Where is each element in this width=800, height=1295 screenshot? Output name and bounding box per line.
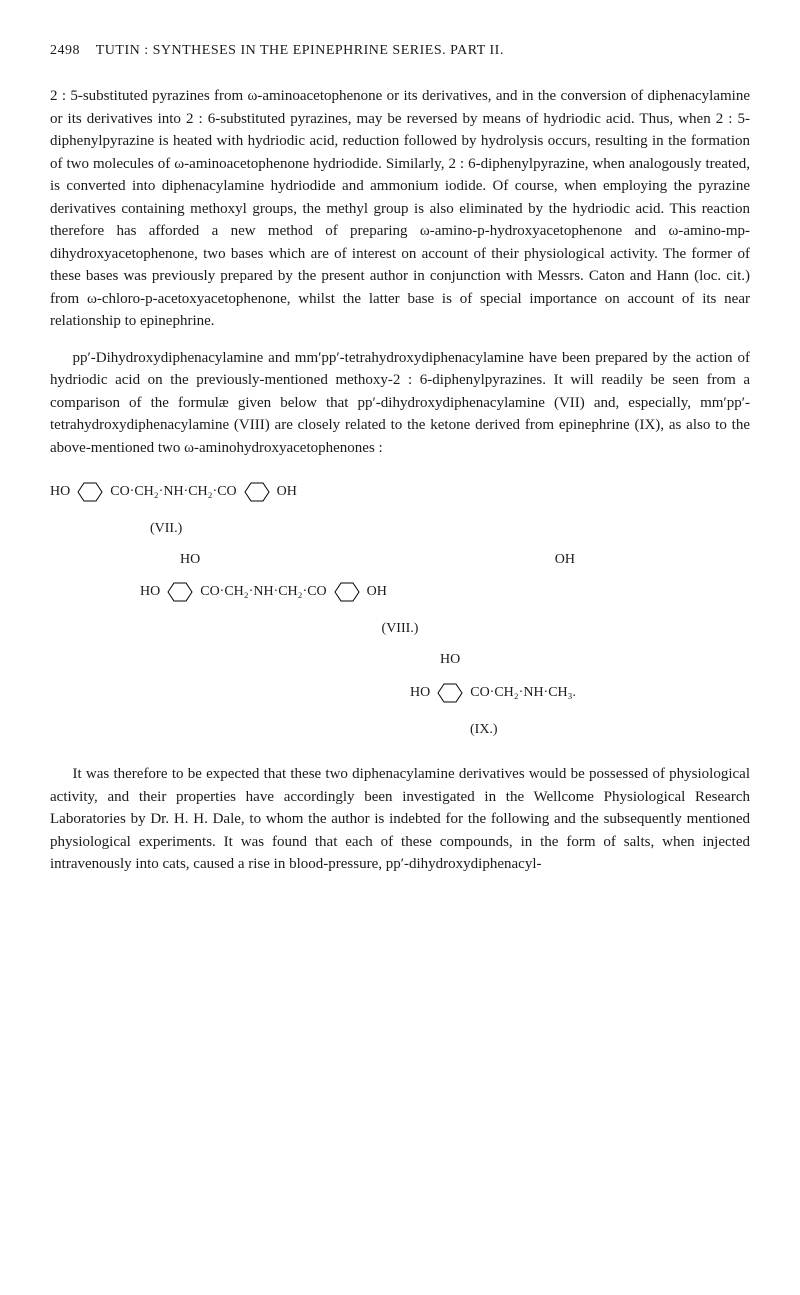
formula-ix: HO CO·CH₂·NH·CH₃. [50,678,750,709]
running-header: 2498 TUTIN : SYNTHESES IN THE EPINEPHRIN… [50,40,750,61]
benzene-ring-icon [72,480,108,504]
viii-left: HO [140,584,160,599]
paragraph-1: 2 : 5-substituted pyrazines from ω-amino… [50,85,750,333]
vii-left: HO [50,484,70,499]
vii-label: (VII.) [150,514,750,545]
viii-label: (VIII.) [50,614,750,645]
paragraph-3: It was therefore to be expected that the… [50,763,750,876]
ix-left: HO [410,685,430,700]
vii-right: OH [277,484,297,499]
benzene-ring-icon [239,480,275,504]
ix-ho-upper: HO [50,645,750,676]
viii-mid: CO·CH₂·NH·CH₂·CO [200,584,326,599]
ix-label: (IX.) [50,715,750,746]
benzene-ring-icon [329,580,365,604]
chemical-formulas: HOCO·CH₂·NH·CH₂·COOH (VII.) HO OH HOCO·C… [50,477,750,745]
ix-right: CO·CH₂·NH·CH₃. [470,685,576,700]
benzene-ring-icon [432,681,468,705]
paragraph-2: pp′-Dihydroxydiphenacylamine and mm′pp′-… [50,347,750,460]
formula-vii: HO CO·CH₂·NH·CH₂·CO OH [50,477,750,508]
ho-oh-upper-row: HO OH [50,545,750,576]
vii-mid: CO·CH₂·NH·CH₂·CO [110,484,236,499]
running-title: TUTIN : SYNTHESES IN THE EPINEPHRINE SER… [96,43,504,58]
ho-upper-left: HO [180,545,200,576]
benzene-ring-icon [162,580,198,604]
formula-viii: HO CO·CH₂·NH·CH₂·CO OH [50,577,750,608]
oh-upper-right: OH [555,545,575,576]
viii-right: OH [367,584,387,599]
page-number: 2498 [50,43,80,58]
